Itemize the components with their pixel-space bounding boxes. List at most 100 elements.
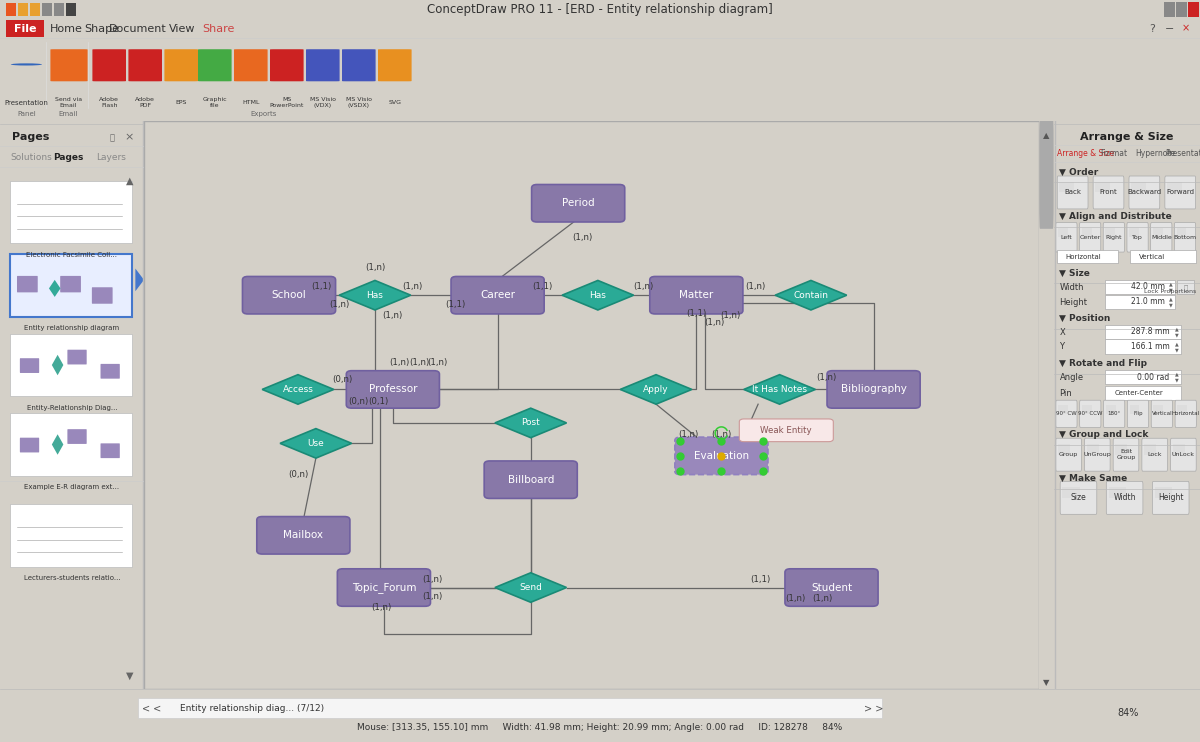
Text: Hypernote: Hypernote: [1135, 149, 1176, 158]
Text: (1,1): (1,1): [311, 282, 331, 291]
FancyBboxPatch shape: [1127, 223, 1148, 252]
FancyBboxPatch shape: [1165, 176, 1195, 209]
Text: ⬜: ⬜: [1183, 284, 1188, 291]
FancyBboxPatch shape: [1058, 444, 1070, 455]
Text: Presentation: Presentation: [5, 99, 48, 105]
Text: Middle: Middle: [1151, 234, 1171, 240]
Text: Home: Home: [49, 24, 83, 33]
Text: ×: ×: [1182, 24, 1189, 33]
Text: (1,n): (1,n): [812, 594, 833, 603]
Text: Adobe
PDF: Adobe PDF: [136, 97, 155, 108]
Text: Backward: Backward: [1127, 189, 1162, 195]
Text: Period: Period: [562, 198, 594, 209]
Text: Lock Proportions: Lock Proportions: [1145, 289, 1196, 294]
FancyBboxPatch shape: [785, 569, 878, 606]
FancyBboxPatch shape: [67, 349, 86, 364]
FancyBboxPatch shape: [1129, 176, 1159, 209]
FancyBboxPatch shape: [1104, 400, 1124, 427]
FancyBboxPatch shape: [17, 276, 37, 292]
Text: (0,n): (0,n): [349, 398, 368, 407]
Text: ConceptDraw PRO 11 - [ERD - Entity relationship diagram]: ConceptDraw PRO 11 - [ERD - Entity relat…: [427, 3, 773, 16]
FancyBboxPatch shape: [1142, 439, 1168, 471]
FancyBboxPatch shape: [1058, 228, 1068, 237]
FancyBboxPatch shape: [342, 49, 376, 82]
Text: School: School: [271, 290, 306, 301]
Text: ▼: ▼: [1043, 678, 1050, 687]
Text: <: <: [150, 704, 161, 714]
FancyBboxPatch shape: [101, 444, 120, 458]
FancyBboxPatch shape: [1109, 487, 1126, 498]
Text: (0,n): (0,n): [288, 470, 308, 479]
Text: Edit
Group: Edit Group: [1116, 450, 1135, 460]
FancyBboxPatch shape: [1106, 482, 1142, 514]
FancyBboxPatch shape: [10, 255, 132, 317]
Text: ▼: ▼: [1175, 378, 1178, 383]
FancyBboxPatch shape: [18, 3, 28, 16]
FancyBboxPatch shape: [1056, 223, 1078, 252]
FancyBboxPatch shape: [739, 419, 833, 441]
Polygon shape: [340, 280, 410, 310]
FancyBboxPatch shape: [1105, 340, 1181, 354]
Text: (1,n): (1,n): [389, 358, 409, 367]
FancyBboxPatch shape: [1175, 400, 1196, 427]
Text: X: X: [1060, 328, 1066, 337]
Text: EPS: EPS: [175, 100, 187, 105]
FancyBboxPatch shape: [1105, 295, 1175, 309]
Text: View: View: [169, 24, 196, 33]
Text: ▲: ▲: [1169, 281, 1172, 286]
FancyBboxPatch shape: [1082, 405, 1092, 414]
Text: Access: Access: [282, 385, 313, 394]
Text: ?: ?: [1150, 24, 1154, 33]
FancyBboxPatch shape: [1081, 228, 1092, 237]
Text: ▲: ▲: [1175, 326, 1178, 331]
Text: 287.8 mm: 287.8 mm: [1130, 327, 1170, 336]
FancyBboxPatch shape: [138, 698, 882, 718]
Text: Solutions: Solutions: [10, 154, 52, 162]
Text: HTML: HTML: [242, 100, 259, 105]
FancyBboxPatch shape: [42, 3, 52, 16]
Text: Bibliography: Bibliography: [841, 384, 906, 395]
Text: (1,n): (1,n): [402, 282, 422, 291]
FancyBboxPatch shape: [674, 437, 768, 475]
Text: 90° CW: 90° CW: [1056, 411, 1076, 416]
FancyBboxPatch shape: [1144, 444, 1156, 455]
Text: File: File: [14, 24, 36, 33]
Text: ▲: ▲: [126, 176, 133, 186]
Text: (1,n): (1,n): [371, 603, 391, 612]
Text: Send via
Email: Send via Email: [55, 97, 82, 108]
FancyBboxPatch shape: [1153, 405, 1163, 414]
Text: 90° CCW: 90° CCW: [1078, 411, 1103, 416]
Text: ▲: ▲: [1043, 131, 1050, 139]
Polygon shape: [494, 573, 566, 603]
FancyBboxPatch shape: [10, 334, 132, 396]
Text: Vertical: Vertical: [1139, 254, 1165, 260]
Text: (1,n): (1,n): [745, 282, 766, 291]
Polygon shape: [280, 429, 352, 458]
FancyBboxPatch shape: [1039, 115, 1054, 229]
Text: UnGroup: UnGroup: [1084, 452, 1111, 457]
FancyBboxPatch shape: [1175, 223, 1195, 252]
Text: Contain: Contain: [793, 291, 828, 300]
FancyBboxPatch shape: [54, 3, 64, 16]
Text: ▼ Rotate and Flip: ▼ Rotate and Flip: [1060, 359, 1147, 368]
FancyBboxPatch shape: [234, 49, 268, 82]
FancyBboxPatch shape: [270, 49, 304, 82]
Text: Student: Student: [811, 582, 852, 593]
FancyBboxPatch shape: [1060, 182, 1074, 192]
Text: ▼ Group and Lock: ▼ Group and Lock: [1060, 430, 1148, 439]
FancyBboxPatch shape: [1176, 2, 1187, 17]
Text: Arrange & Size: Arrange & Size: [1056, 149, 1114, 158]
Text: ▲: ▲: [1175, 341, 1178, 346]
Text: Center-Center: Center-Center: [1115, 390, 1164, 396]
Text: SVG: SVG: [389, 100, 401, 105]
Text: Lecturers-students relatio...: Lecturers-students relatio...: [24, 575, 120, 581]
Text: Forward: Forward: [1166, 189, 1194, 195]
FancyBboxPatch shape: [1105, 228, 1115, 237]
FancyBboxPatch shape: [649, 277, 743, 314]
Text: ▼: ▼: [126, 671, 133, 681]
Text: ▲: ▲: [1169, 296, 1172, 301]
Text: Entity-Relationship Diag...: Entity-Relationship Diag...: [26, 405, 118, 411]
FancyBboxPatch shape: [451, 277, 544, 314]
Text: −: −: [1165, 24, 1175, 33]
FancyBboxPatch shape: [306, 49, 340, 82]
